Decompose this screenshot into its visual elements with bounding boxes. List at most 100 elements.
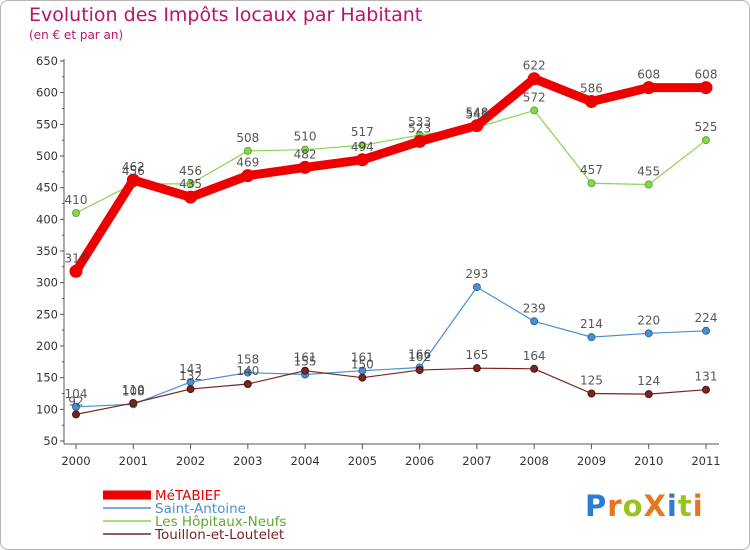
x-tick-label: 2003 (233, 454, 262, 468)
data-label: 239 (523, 301, 546, 315)
data-label: 608 (695, 68, 718, 82)
data-point (587, 333, 596, 342)
data-point (472, 283, 481, 292)
data-label: 131 (695, 370, 718, 384)
data-label: 155 (294, 355, 317, 369)
y-tick-label: 100 (36, 402, 58, 416)
y-tick-label: 200 (36, 339, 58, 353)
data-point (186, 385, 195, 394)
data-label: 456 (122, 164, 145, 178)
y-tick-label: 350 (36, 244, 58, 258)
y-tick-label: 450 (36, 181, 58, 195)
data-label: 158 (236, 353, 259, 367)
x-tick-label: 2004 (290, 454, 319, 468)
data-point (243, 368, 252, 377)
data-label: 161 (294, 351, 317, 365)
data-label: 572 (523, 90, 546, 104)
data-point (530, 364, 539, 373)
data-label: 140 (236, 364, 259, 378)
data-label: 482 (294, 147, 317, 161)
legend-label: Touillon-et-Loutelet (154, 527, 284, 543)
data-label: 494 (351, 140, 374, 154)
data-point (644, 390, 653, 399)
data-point (72, 402, 80, 411)
data-point (72, 410, 80, 419)
data-label: 469 (236, 156, 259, 170)
data-point (358, 373, 367, 382)
y-tick-label: 550 (36, 117, 58, 131)
data-label: 92 (68, 394, 83, 408)
y-tick-label: 600 (36, 86, 58, 100)
data-label: 525 (695, 120, 718, 134)
series-line (75, 367, 707, 415)
data-point (644, 329, 653, 338)
data-point (413, 134, 427, 148)
chart-title: Evolution des Impôts locaux par Habitant (29, 4, 423, 26)
data-point (184, 190, 198, 204)
data-point (301, 145, 310, 154)
data-label: 104 (65, 387, 88, 401)
proxiti-logo: ProXiti (585, 489, 704, 523)
logo-letter: i (666, 489, 678, 523)
data-label: 548 (465, 106, 488, 120)
data-point (241, 169, 255, 183)
logo-letter: P (585, 489, 608, 523)
x-tick-label: 2001 (119, 454, 148, 468)
legend-label: Saint-Antoine (155, 501, 246, 517)
data-label: 318 (65, 251, 88, 265)
y-tick-label: 150 (36, 371, 58, 385)
data-label: 533 (408, 115, 431, 129)
legend-label: Les Hôpitaux-Neufs (155, 514, 286, 530)
data-label: 410 (65, 193, 88, 207)
data-point (587, 389, 596, 398)
data-point (72, 209, 80, 217)
data-label: 161 (351, 351, 374, 365)
data-point (530, 317, 539, 326)
data-label: 108 (122, 384, 145, 398)
data-label: 510 (294, 130, 317, 144)
logo-letter: r (607, 489, 623, 523)
series-line (75, 286, 707, 408)
x-tick-label: 2005 (348, 454, 377, 468)
data-label: 586 (580, 82, 603, 96)
data-label: 110 (122, 383, 145, 397)
data-point (472, 364, 481, 373)
y-tick-label: 400 (36, 212, 58, 226)
data-point (702, 136, 710, 145)
data-point (587, 179, 596, 188)
x-tick-label: 2011 (691, 454, 720, 468)
data-point (186, 179, 195, 188)
data-label: 456 (179, 164, 202, 178)
legend-label: MéTABIEF (155, 488, 221, 504)
y-tick-label: 500 (36, 149, 58, 163)
data-label: 457 (580, 163, 603, 177)
data-label: 132 (179, 369, 202, 383)
series-line (71, 74, 711, 276)
x-tick-label: 2010 (634, 454, 663, 468)
data-label: 150 (351, 358, 374, 372)
y-tick-label: 300 (36, 276, 58, 290)
data-label: 164 (523, 349, 546, 363)
data-label: 608 (637, 68, 660, 82)
logo-letter: X (643, 489, 667, 523)
data-point (129, 399, 138, 407)
data-point (702, 385, 710, 394)
data-label: 165 (465, 348, 488, 362)
data-label: 545 (465, 108, 488, 122)
series-line (75, 109, 707, 214)
data-label: 523 (408, 121, 431, 135)
data-point (301, 366, 310, 375)
data-label: 435 (179, 177, 202, 191)
data-point (699, 81, 713, 95)
data-label: 143 (179, 362, 202, 376)
logo-letter: t (677, 489, 693, 523)
y-tick-label: 650 (36, 54, 58, 68)
data-point (243, 380, 252, 388)
data-label: 455 (637, 165, 660, 179)
data-label: 125 (580, 374, 603, 388)
x-tick-label: 2002 (176, 454, 205, 468)
chart-subtitle: (en € et par an) (29, 28, 124, 42)
data-point (642, 81, 656, 95)
